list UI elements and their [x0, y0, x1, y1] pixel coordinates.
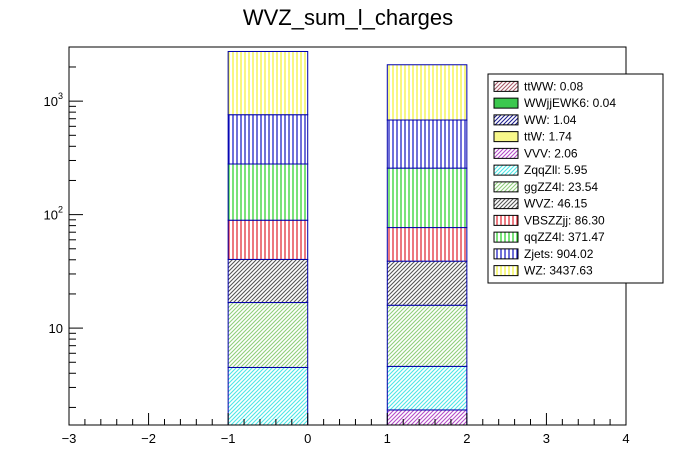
bar-ggZZ4l-bin1	[386, 304, 468, 367]
bar-Zjets-bin1	[386, 119, 468, 169]
y-tick-label: 103	[44, 91, 63, 109]
bar-WZ-bin1	[386, 64, 468, 121]
chart-title: WVZ_sum_l_charges	[243, 5, 453, 30]
bar-ZqqZll-bin1	[386, 365, 468, 411]
x-tick-label: 0	[304, 431, 311, 446]
bar-qqZZ4l-bin0	[227, 163, 309, 221]
x-tick-label: 2	[463, 431, 470, 446]
x-tick-label: 3	[543, 431, 550, 446]
legend-label-ttWW: ttWW: 0.08	[524, 79, 583, 93]
plot-bars	[227, 50, 468, 426]
legend-label-qqZZ4l: qqZZ4l: 371.47	[524, 230, 605, 244]
bar-VBSZZjj-bin1	[386, 227, 468, 262]
bar-WZ-bin0	[227, 50, 309, 116]
legend-swatch-ZqqZll	[493, 164, 519, 176]
legend-swatch-ttW	[493, 131, 519, 143]
legend-label-ggZZ4l: ggZZ4l: 23.54	[524, 180, 598, 194]
legend-label-WZ: WZ: 3437.63	[524, 264, 593, 278]
legend-swatch-Zjets	[493, 248, 519, 260]
legend-swatch-WW	[493, 114, 519, 126]
x-tick-label: 4	[622, 431, 629, 446]
bar-qqZZ4l-bin1	[386, 167, 468, 229]
legend-swatch-ttWW	[493, 80, 519, 92]
legend-label-Zjets: Zjets: 904.02	[524, 247, 594, 261]
bar-ggZZ4l-bin0	[227, 302, 309, 368]
legend-label-WVZ: WVZ: 46.15	[524, 197, 588, 211]
legend-label-ZqqZll: ZqqZll: 5.95	[524, 163, 588, 177]
legend-label-VVV: VVV: 2.06	[524, 146, 578, 160]
legend-label-WWjjEWK6: WWjjEWK6: 0.04	[524, 96, 616, 110]
y-tick-label: 10	[49, 321, 63, 336]
legend-label-VBSZZjj: VBSZZjj: 86.30	[524, 213, 605, 227]
legend-label-ttW: ttW: 1.74	[524, 130, 572, 144]
legend-swatch-VVV	[493, 147, 519, 159]
bar-WVZ-bin0	[227, 258, 309, 304]
x-tick-label: −1	[221, 431, 236, 446]
legend-swatch-WWjjEWK6	[493, 97, 519, 109]
legend-swatch-qqZZ4l	[493, 231, 519, 243]
x-tick-label: −3	[62, 431, 77, 446]
bar-Zjets-bin0	[227, 114, 309, 165]
y-tick-label: 102	[44, 205, 63, 223]
bar-WVZ-bin1	[386, 260, 468, 306]
legend: ttWW: 0.08 WWjjEWK6: 0.04 WW: 1.04 ttW: 1.7…	[487, 73, 664, 284]
legend-label-WW: WW: 1.04	[524, 113, 577, 127]
bar-VBSZZjj-bin0	[227, 219, 309, 260]
legend-swatch-WVZ	[493, 198, 519, 210]
x-tick-label: −2	[141, 431, 156, 446]
legend-swatch-ggZZ4l	[493, 181, 519, 193]
legend-swatch-WZ	[493, 265, 519, 277]
legend-swatch-VBSZZjj	[493, 214, 519, 226]
bar-VVV-bin1	[386, 409, 468, 426]
x-tick-label: 1	[384, 431, 391, 446]
bar-ZqqZll-bin0	[227, 366, 309, 426]
axes: −3 −2 −1 0 1 2 3 4 10 102 103	[44, 46, 630, 446]
